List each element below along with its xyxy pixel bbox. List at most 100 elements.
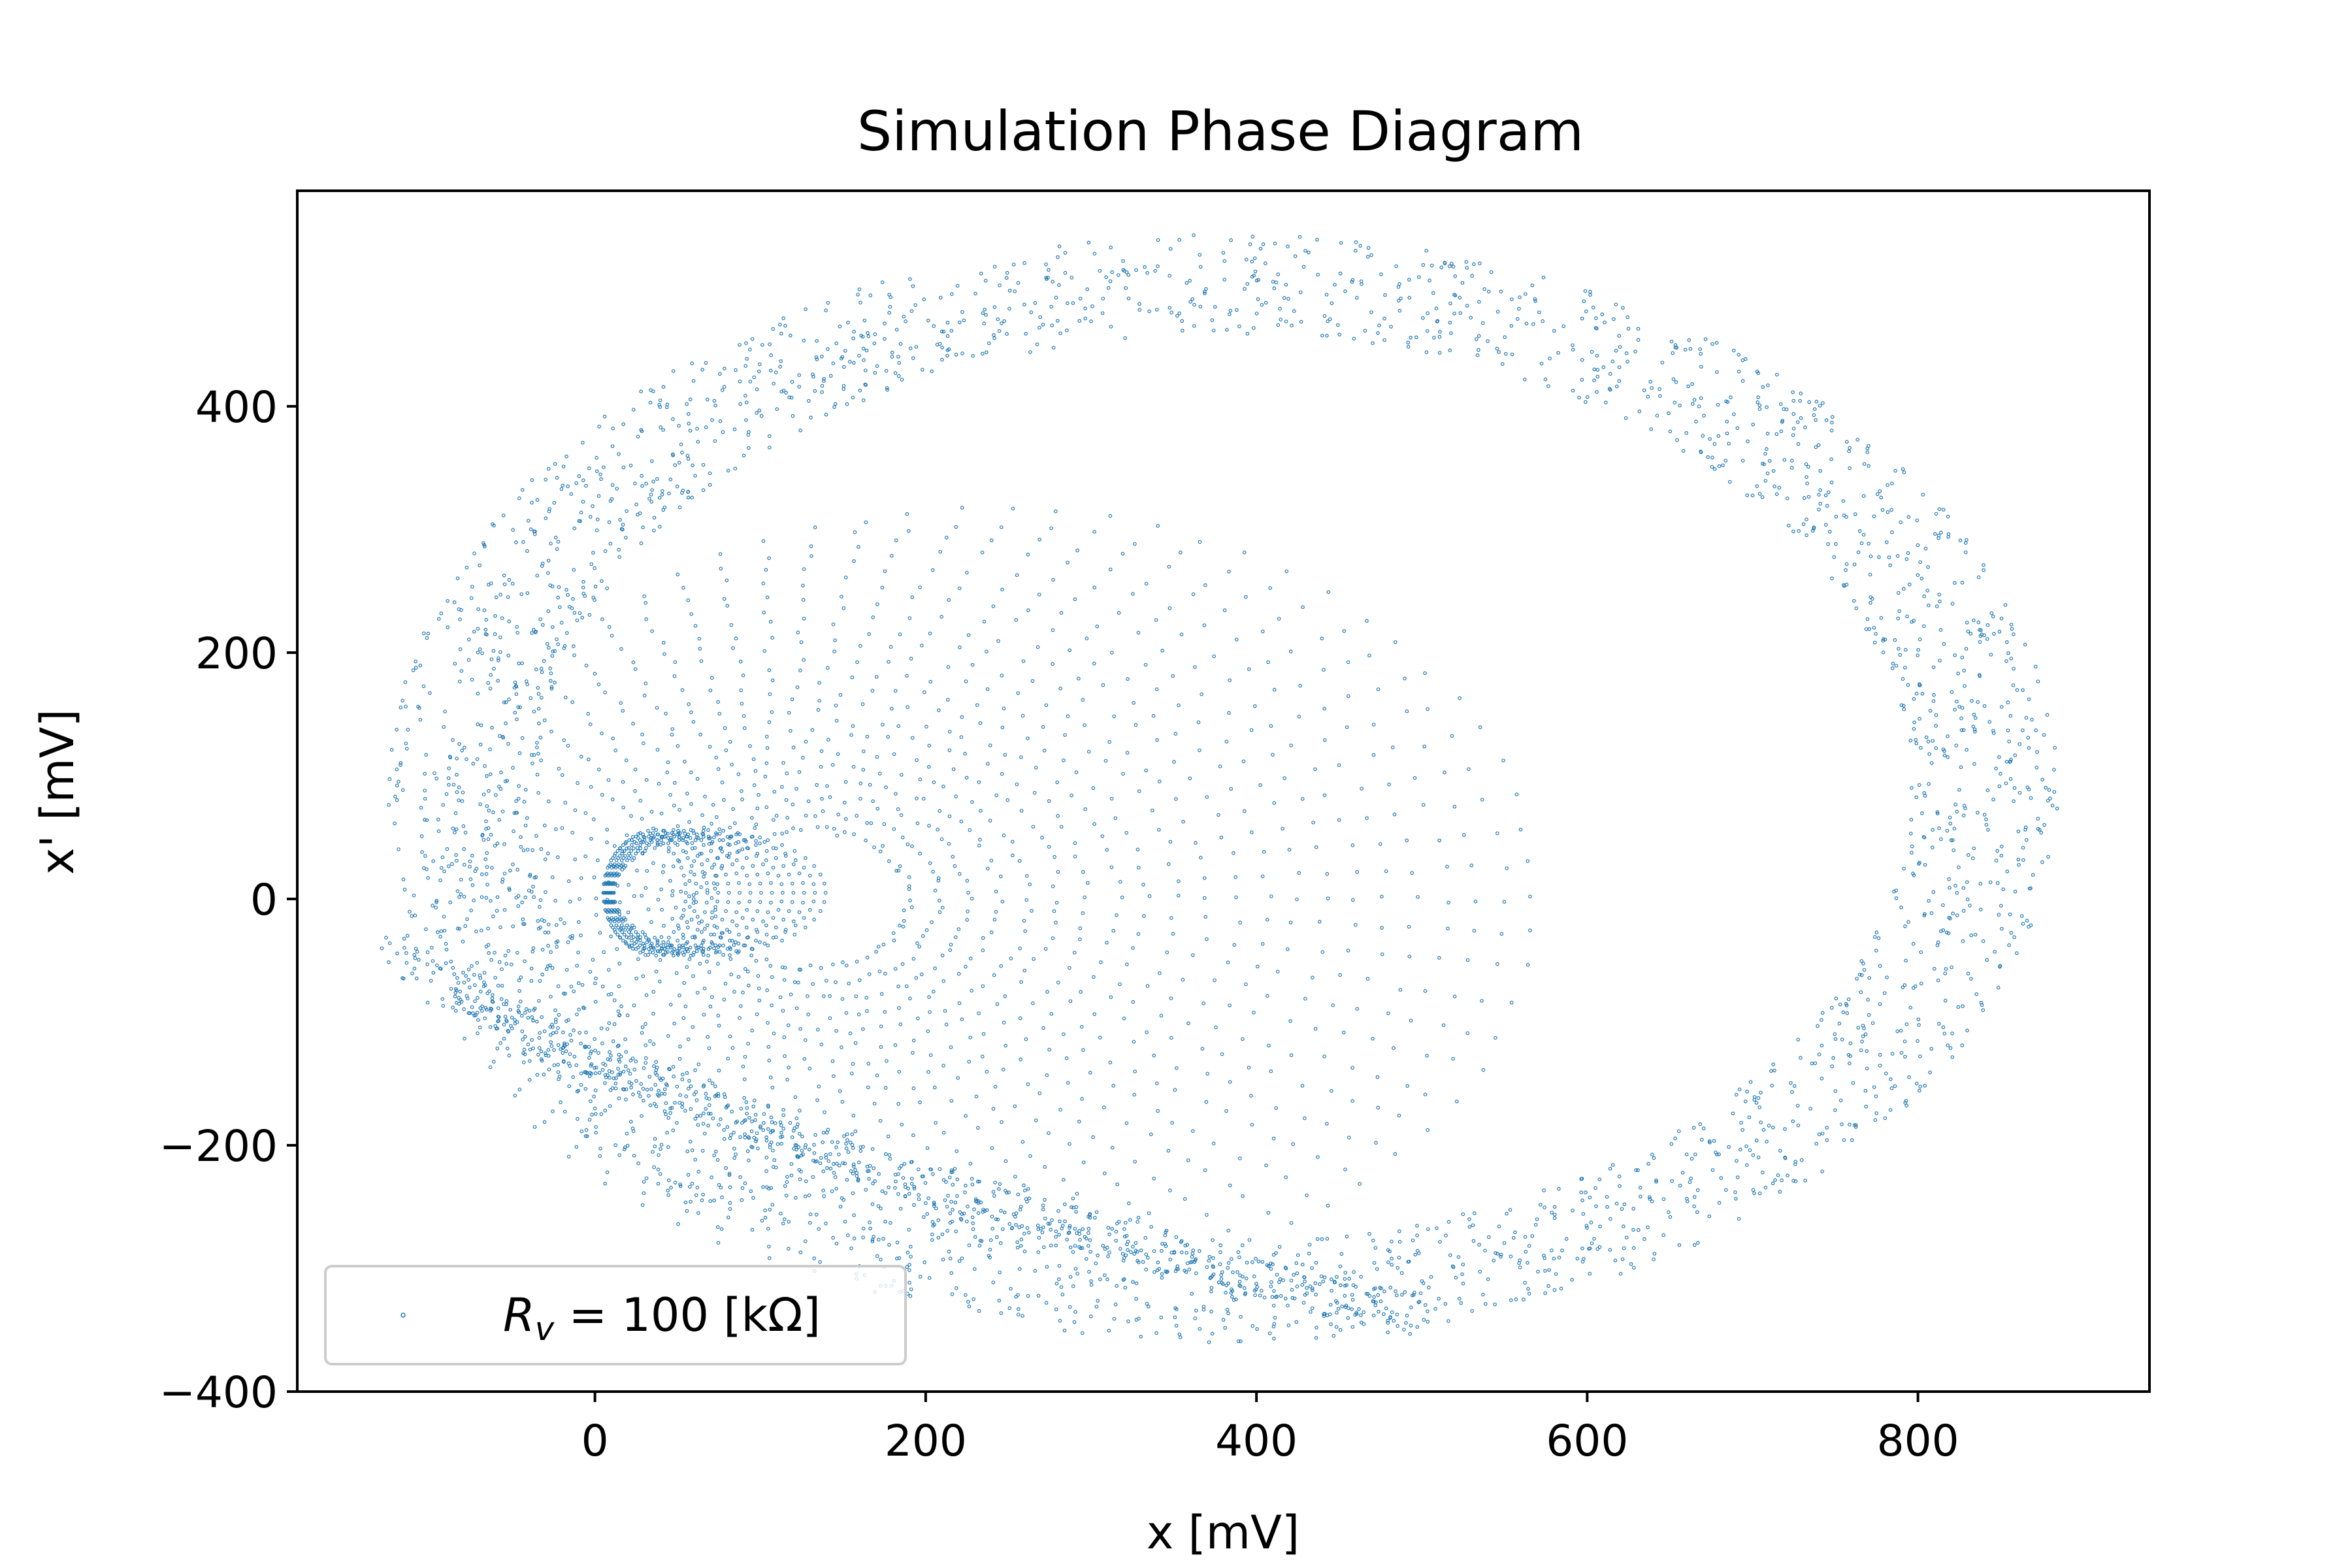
data-point [695,777,700,781]
data-point [1821,1011,1825,1015]
data-point [1047,1047,1051,1052]
data-point [1608,372,1612,376]
data-point [2042,733,2046,737]
data-point [460,799,465,803]
data-point [1338,973,1343,977]
data-point [2013,753,2017,757]
data-point [1374,1141,1378,1145]
data-point [1950,1032,1954,1036]
data-point [1121,1278,1126,1282]
data-point [1902,704,1906,708]
data-point [1701,434,1705,438]
data-point [720,780,725,785]
data-point [1692,398,1697,402]
data-point [1290,1288,1294,1292]
data-point [1078,937,1082,941]
data-point [1897,591,1901,595]
data-point [1893,1084,1897,1088]
data-point [693,872,696,877]
data-point [764,923,768,928]
data-point [1274,1251,1278,1255]
data-point [1154,1081,1159,1086]
data-point [1772,1068,1776,1073]
data-point [799,1169,803,1173]
data-point [680,1077,685,1082]
data-point [1343,1277,1347,1281]
data-point [564,1049,568,1053]
data-point [1405,1084,1410,1088]
data-point [480,832,485,837]
data-point [530,500,534,505]
data-point [1493,1302,1497,1307]
data-point [932,780,936,785]
data-point [1181,977,1185,982]
data-point [1253,269,1258,274]
data-point [590,1113,594,1117]
data-point [1109,865,1114,870]
data-point [740,847,745,851]
data-point [1034,766,1038,770]
data-point [1580,1260,1585,1264]
data-point [423,789,427,792]
data-point [1761,1128,1766,1132]
data-point [1432,336,1436,340]
data-point [572,1028,576,1032]
data-point [685,834,689,839]
data-point [1058,1318,1062,1323]
data-point [1885,975,1889,979]
data-point [1250,259,1254,264]
data-point [1588,289,1592,294]
data-point [1829,457,1833,461]
data-point [1676,1129,1681,1134]
data-point [1073,1267,1078,1271]
data-point [1131,1245,1135,1249]
data-point [1918,860,1921,865]
data-point [817,1085,821,1088]
data-point [1973,730,1977,734]
data-point [938,898,941,903]
data-point [655,747,660,752]
data-point [1228,1080,1232,1084]
data-point [1307,1243,1312,1247]
data-point [1910,844,1914,849]
data-point [1367,653,1371,658]
data-point [660,489,664,493]
data-point [720,849,725,854]
data-point [789,992,793,997]
data-point [807,399,811,403]
data-point [446,625,450,629]
data-point [1934,724,1938,728]
data-point [911,1038,916,1043]
data-point [704,1092,708,1096]
data-point [685,791,689,796]
data-point [1820,1132,1825,1135]
data-point [1950,602,1955,606]
data-point [730,1046,735,1050]
data-point [1929,761,1934,765]
data-point [1083,316,1088,321]
data-point [740,797,744,802]
data-point [1204,287,1208,291]
data-point [1699,450,1703,455]
data-point [1371,1299,1375,1303]
data-point [780,785,784,789]
data-point [716,700,720,704]
data-point [454,853,458,857]
data-point [1848,1061,1852,1066]
data-point [778,995,783,1000]
data-point [770,636,774,640]
data-point [1429,1275,1433,1279]
data-point [1480,999,1484,1003]
data-point [532,710,536,714]
data-point [579,1041,583,1046]
data-point [946,1194,950,1198]
data-point [595,469,599,474]
data-point [1904,1103,1909,1108]
data-point [1571,1209,1575,1213]
data-point [655,943,659,948]
data-point [1151,808,1154,813]
data-point [666,836,670,840]
data-point [997,329,1002,333]
data-point [592,1094,596,1099]
data-point [455,757,459,760]
